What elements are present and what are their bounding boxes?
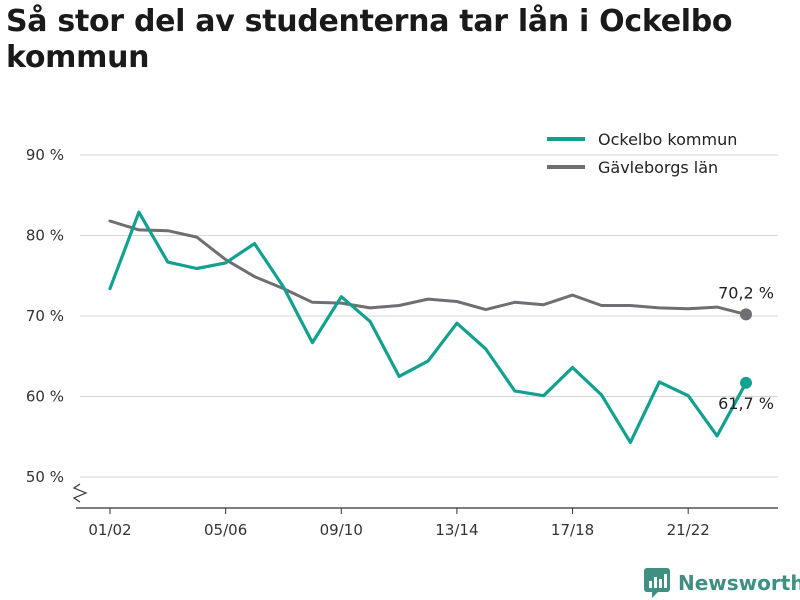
y-axis: 50 % 60 % 70 % 80 % 90 %: [26, 146, 88, 503]
legend-label-ockelbo: Ockelbo kommun: [598, 130, 737, 149]
x-axis: 01/02 05/06 09/10 13/14 17/18 21/22: [76, 507, 778, 539]
x-tick-label: 09/10: [320, 521, 363, 539]
gridlines: [80, 154, 778, 478]
series-line-gavleborg: [108, 219, 748, 316]
legend-label-gavleborg: Gävleborgs län: [598, 158, 718, 177]
y-tick-label: 50 %: [26, 468, 64, 486]
end-point-gavleborg: [740, 308, 752, 321]
y-tick-label: 80 %: [26, 227, 64, 245]
end-label-gavleborg: 70,2 %: [718, 283, 774, 302]
end-point-ockelbo: [740, 376, 752, 389]
y-tick-label: 70 %: [26, 307, 64, 325]
series-line-ockelbo: [108, 210, 748, 444]
x-tick-label: 13/14: [435, 521, 478, 539]
y-tick-label: 60 %: [26, 388, 64, 406]
chart-title: Så stor del av studenterna tar lån i Ock…: [6, 4, 733, 75]
brand-name: Newsworthy: [678, 571, 800, 595]
end-label-ockelbo: 61,7 %: [718, 394, 774, 413]
x-tick-label: 01/02: [88, 521, 131, 539]
x-tick-label: 17/18: [551, 521, 594, 539]
brand-logo: Newsworthy: [644, 566, 800, 600]
newsworthy-logo-icon: [644, 568, 670, 598]
series-lines: 70,2 % 61,7 %: [108, 210, 774, 444]
x-tick-label: 21/22: [667, 521, 710, 539]
line-chart: 50 % 60 % 70 % 80 % 90 % 01/02 05/06 09/10 13/1…: [26, 130, 778, 539]
y-tick-label: 90 %: [26, 146, 64, 164]
x-tick-label: 05/06: [204, 521, 247, 539]
axis-break-icon: [72, 483, 88, 503]
legend: Ockelbo kommun Gävleborgs län: [547, 130, 737, 177]
